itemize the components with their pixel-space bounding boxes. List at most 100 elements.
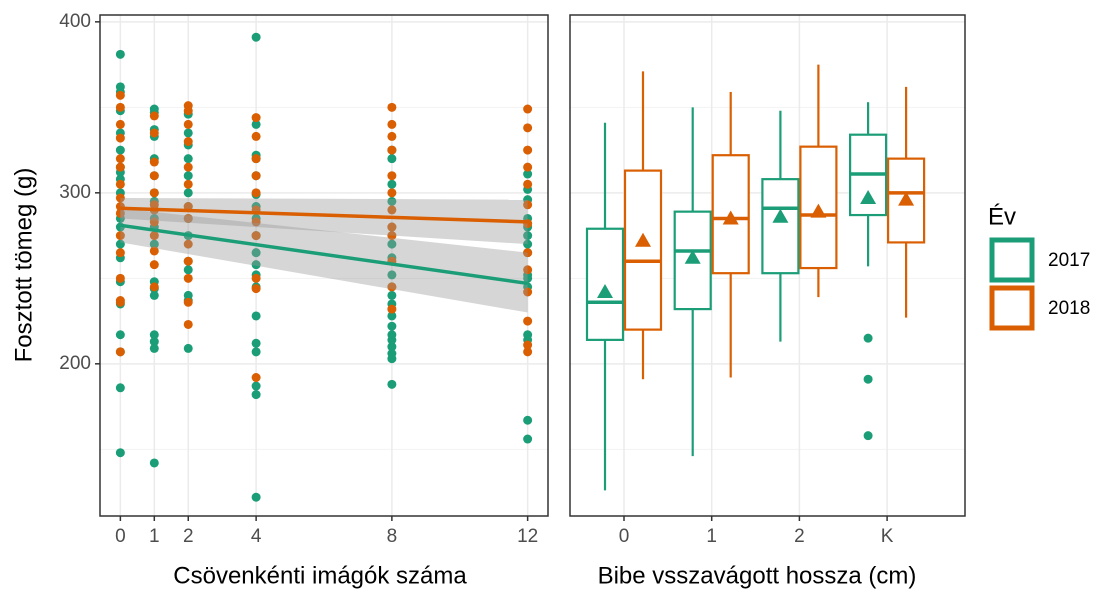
point [183,179,193,189]
x-tick-label: 2 [794,526,805,547]
point [149,217,159,227]
x-tick-label: K [881,526,894,547]
point [387,188,397,198]
point [183,137,193,147]
fit-line [120,206,528,224]
point [251,260,261,270]
point [523,287,533,297]
point [523,265,533,275]
point [387,342,397,352]
point [183,119,193,129]
mean-marker [810,203,827,218]
point [183,213,193,223]
outlier [863,431,873,441]
x-tick-label: 2 [183,526,194,547]
y-axis-title: Fosztott tömeg (g) [10,168,37,363]
point [387,171,397,181]
point [387,304,397,314]
point [115,248,125,258]
point [183,171,193,181]
point [523,123,533,133]
point [387,290,397,300]
point [149,111,159,121]
point [115,145,125,155]
point [149,157,159,167]
point [251,273,261,283]
confidence-band [120,197,528,245]
point [523,162,533,172]
legend-title: Év [988,203,1016,230]
point [149,128,159,138]
point [115,119,125,129]
point [183,188,193,198]
panel-border [569,14,966,517]
box [761,178,800,275]
point [183,239,193,249]
point [183,162,193,172]
y-tick-label: 200 [59,353,91,374]
point [115,383,125,393]
point [523,415,533,425]
point [523,347,533,357]
point [149,260,159,270]
point [387,102,397,112]
point [251,119,261,129]
point [183,154,193,164]
point [149,458,159,468]
mean-marker [684,249,701,264]
point [387,196,397,206]
outlier [863,333,873,343]
point [251,113,261,123]
point [387,354,397,364]
fit-line [120,223,528,286]
point [523,104,533,114]
point [387,131,397,141]
point [523,231,533,241]
point [251,248,261,258]
point [387,231,397,241]
point [115,231,125,241]
y-tick-label: 300 [59,182,91,203]
mean-marker [860,189,877,204]
point [523,316,533,326]
point [251,311,261,321]
point [183,265,193,275]
point [387,222,397,232]
confidence-band [120,208,528,313]
point [523,145,533,155]
point [251,338,261,348]
x-axis-title: Bibe vsszavágott hossza (cm) [598,562,917,589]
point [523,434,533,444]
point [387,282,397,292]
point [115,90,125,100]
point [387,179,397,189]
point [387,311,397,321]
point [183,297,193,307]
point [115,102,125,112]
point [115,179,125,189]
point [183,128,193,138]
point [387,379,397,389]
mean-marker [597,284,613,299]
point [251,217,261,227]
point [115,297,125,307]
point [251,171,261,181]
point [115,133,125,143]
point [115,239,125,249]
point [149,239,159,249]
point [115,448,125,458]
point [523,169,533,179]
point [149,290,159,300]
point [387,335,397,345]
point [523,340,533,350]
point [251,154,261,164]
point [115,154,125,164]
point [251,347,261,357]
point [149,330,159,340]
point [183,273,193,283]
outlier [863,374,873,384]
point [115,162,125,172]
box [886,157,926,244]
point [251,231,261,241]
point [251,492,261,502]
